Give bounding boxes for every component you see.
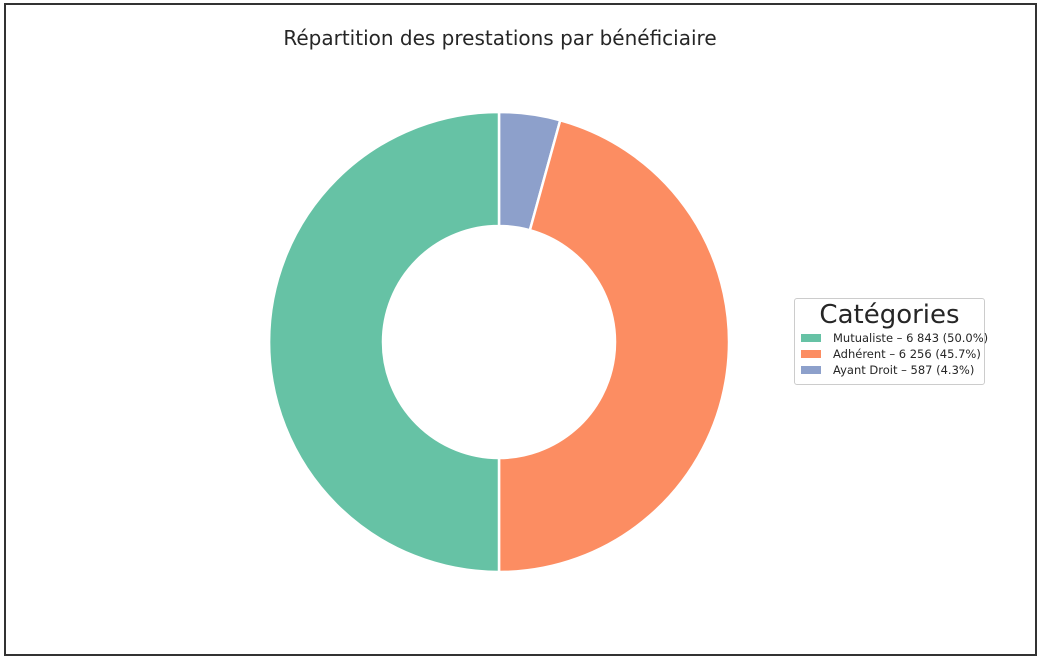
legend-swatch-ayant-droit [801, 366, 821, 374]
donut-slice-mutualiste [267, 110, 501, 574]
legend-swatch-mutualiste [801, 334, 821, 342]
donut-slice-adherent [497, 118, 731, 574]
legend-label-adherent: Adhérent – 6 256 (45.7%) [833, 347, 981, 361]
legend-item-adherent: Adhérent – 6 256 (45.7%) [795, 346, 984, 362]
legend-item-ayant-droit: Ayant Droit – 587 (4.3%) [795, 362, 984, 378]
legend-label-mutualiste: Mutualiste – 6 843 (50.0%) [833, 331, 989, 345]
legend-item-mutualiste: Mutualiste – 6 843 (50.0%) [795, 330, 988, 346]
legend-title: Catégories [819, 300, 960, 330]
chart-title: Répartition des prestations par bénéfici… [283, 26, 717, 50]
legend-label-ayant-droit: Ayant Droit – 587 (4.3%) [833, 363, 975, 377]
legend: Catégories Mutualiste – 6 843 (50.0%) Ad… [794, 298, 988, 385]
legend-swatch-adherent [801, 350, 821, 358]
